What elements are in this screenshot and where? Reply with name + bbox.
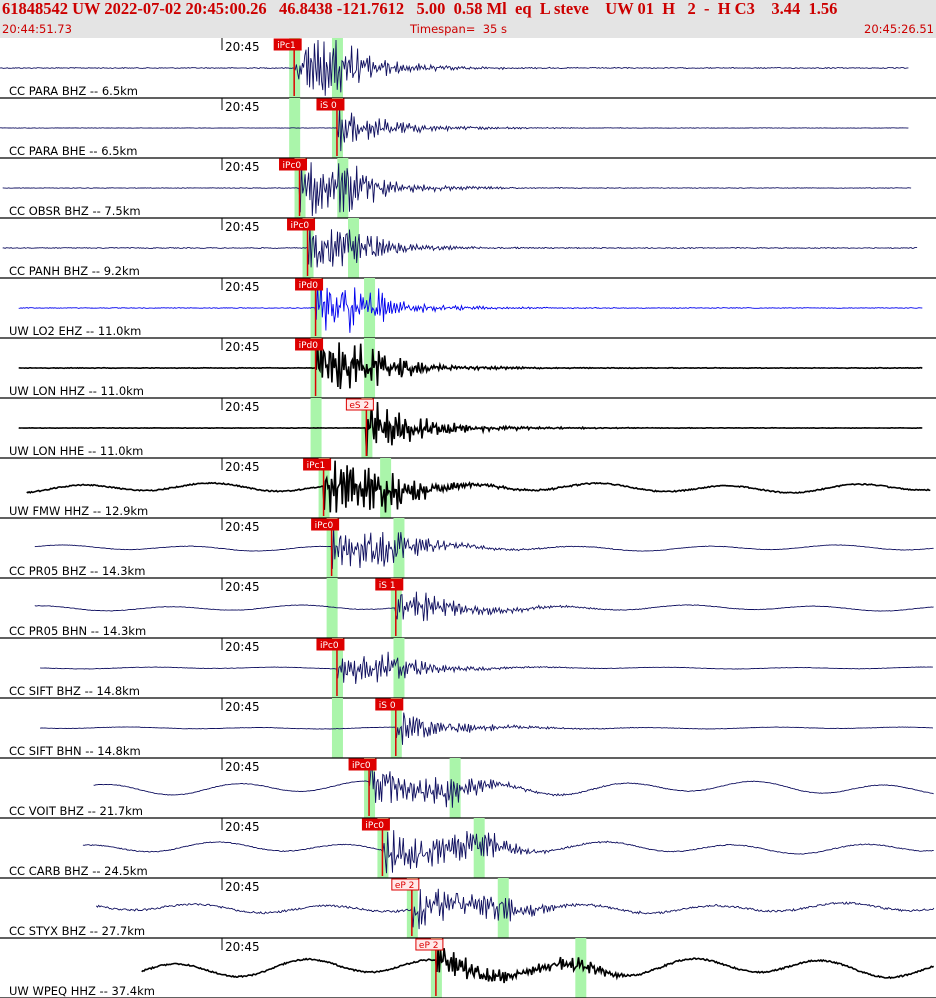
pick-label: iS 1 xyxy=(379,581,396,591)
pick-label: iPc0 xyxy=(320,641,339,651)
pick-label: iPc1 xyxy=(307,461,326,471)
station-label: CC SIFT BHZ -- 14.8km xyxy=(9,684,140,698)
pick-label: iS 0 xyxy=(379,701,396,711)
pick-flag xyxy=(348,758,377,771)
station-label: CC PR05 BHZ -- 14.3km xyxy=(9,564,145,578)
station-label: CC PARA BHZ -- 6.5km xyxy=(9,84,138,98)
waveform-trace xyxy=(0,39,909,96)
station-label: CC STYX BHZ -- 27.7km xyxy=(9,924,145,938)
pick-flag xyxy=(303,458,332,471)
minute-label: 20:45 xyxy=(225,460,260,474)
pick-label: iPc0 xyxy=(315,521,334,531)
station-label: UW LON HHE -- 11.0km xyxy=(9,444,143,458)
s-window xyxy=(380,458,392,518)
start-time: 20:44:51.73 xyxy=(2,22,72,36)
pick-flag xyxy=(361,818,390,831)
waveform-trace xyxy=(2,222,918,268)
station-label: UW FMW HHZ -- 12.9km xyxy=(9,504,148,518)
pick-label: iPc0 xyxy=(283,161,302,171)
station-label: CC VOIT BHZ -- 21.7km xyxy=(9,804,143,818)
pick-label: iPc1 xyxy=(277,41,296,51)
pick-flag xyxy=(279,158,308,171)
minute-label: 20:45 xyxy=(225,700,260,714)
timespan-label: Timespan= 35 s xyxy=(410,22,507,36)
waveform-trace xyxy=(141,947,935,984)
station-label: UW WPEQ HHZ -- 37.4km xyxy=(9,984,155,998)
p-window xyxy=(326,578,338,638)
waveform-trace xyxy=(2,162,912,217)
station-label: CC PR05 BHN -- 14.3km xyxy=(9,624,146,638)
station-label: CC OBSR BHZ -- 7.5km xyxy=(9,204,141,218)
minute-label: 20:45 xyxy=(225,820,260,834)
minute-label: 20:45 xyxy=(225,100,260,114)
s-window xyxy=(393,518,405,578)
pick-flag xyxy=(375,698,404,711)
waveform-trace xyxy=(18,401,923,457)
s-window xyxy=(449,758,461,818)
pick-label: eP 2 xyxy=(395,881,415,891)
minute-label: 20:45 xyxy=(225,520,260,534)
waveform-trace xyxy=(95,888,935,930)
pick-flag xyxy=(415,938,444,951)
end-time: 20:45:26.51 xyxy=(864,22,934,36)
station-label: UW LON HHZ -- 11.0km xyxy=(9,384,144,398)
minute-label: 20:45 xyxy=(225,40,260,54)
waveform-trace xyxy=(93,765,934,808)
s-window xyxy=(364,278,376,338)
pick-label: iS 0 xyxy=(320,101,337,111)
header-bar: 61848542 UW 2022-07-02 20:45:00.26 46.84… xyxy=(0,0,936,38)
s-window xyxy=(331,38,343,98)
minute-label: 20:45 xyxy=(225,400,260,414)
pick-flag xyxy=(316,638,345,651)
minute-label: 20:45 xyxy=(225,160,260,174)
pick-label: eS 2 xyxy=(349,401,369,411)
s-window xyxy=(393,638,405,698)
waveform-trace xyxy=(0,106,909,152)
station-label: CC PANH BHZ -- 9.2km xyxy=(9,264,140,278)
pick-label: iPc0 xyxy=(365,821,384,831)
pick-flag xyxy=(295,338,324,351)
station-label: UW LO2 EHZ -- 11.0km xyxy=(9,324,141,338)
station-label: CC PARA BHE -- 6.5km xyxy=(9,144,137,158)
waveform-trace xyxy=(34,527,934,569)
waveform-trace xyxy=(40,712,933,745)
pick-flag xyxy=(316,98,345,111)
minute-label: 20:45 xyxy=(225,220,260,234)
minute-label: 20:45 xyxy=(225,640,260,654)
event-title: 61848542 UW 2022-07-02 20:45:00.26 46.84… xyxy=(2,0,838,18)
pick-label: eP 2 xyxy=(419,941,439,951)
waveform-trace xyxy=(18,341,923,390)
pick-flag xyxy=(391,878,420,891)
s-window xyxy=(364,338,376,398)
waveform-trace xyxy=(26,460,931,513)
station-label: CC SIFT BHN -- 14.8km xyxy=(9,744,141,758)
pick-flag xyxy=(345,398,374,411)
pick-flag xyxy=(311,518,340,531)
waveform-trace xyxy=(40,651,933,684)
p-window xyxy=(331,698,343,758)
minute-label: 20:45 xyxy=(225,580,260,594)
minute-label: 20:45 xyxy=(225,340,260,354)
pick-flag xyxy=(287,218,316,231)
waveform-trace xyxy=(82,830,934,874)
minute-label: 20:45 xyxy=(225,280,260,294)
pick-flag xyxy=(375,578,404,591)
station-label: CC CARB BHZ -- 24.5km xyxy=(9,864,148,878)
pick-label: iPc0 xyxy=(352,761,371,771)
minute-label: 20:45 xyxy=(225,760,260,774)
s-window xyxy=(575,938,587,998)
waveform-trace xyxy=(34,591,934,622)
pick-flag xyxy=(273,38,302,51)
minute-label: 20:45 xyxy=(225,940,260,954)
waveform-trace xyxy=(18,280,923,333)
pick-label: iPd0 xyxy=(299,281,319,291)
minute-label: 20:45 xyxy=(225,880,260,894)
pick-label: iPc0 xyxy=(291,221,310,231)
pick-flag xyxy=(295,278,324,291)
pick-label: iPd0 xyxy=(299,341,319,351)
